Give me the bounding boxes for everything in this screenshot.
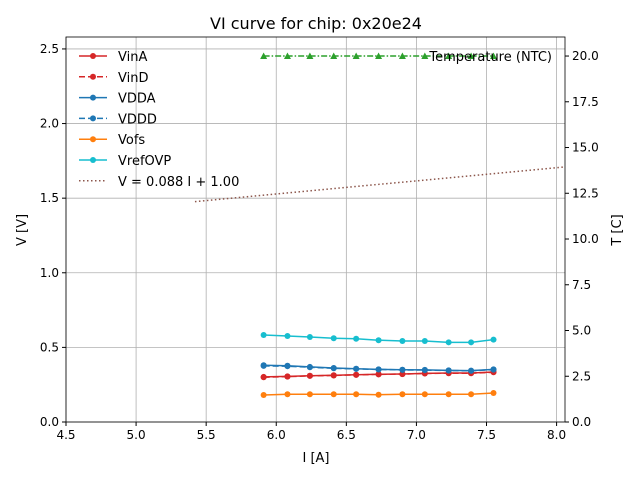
data-point-VinD xyxy=(353,371,360,378)
x-tick-label: 4.5 xyxy=(56,428,75,442)
data-point-VinD xyxy=(260,374,267,381)
data-point-VDDD xyxy=(353,365,360,372)
data-point-Vofs xyxy=(399,391,406,398)
y-axis-label: V [V] xyxy=(15,214,30,246)
temperature-point xyxy=(421,52,429,60)
x-tick-label: 6.5 xyxy=(337,428,356,442)
y2-tick-label: 0.0 xyxy=(572,415,591,429)
y-tick-label: 0.5 xyxy=(40,340,59,354)
data-point-Vofs xyxy=(490,390,497,397)
data-point-VrefOVP xyxy=(375,337,382,344)
data-point-VDDD xyxy=(306,364,313,371)
temperature-point xyxy=(352,52,360,60)
temperature-point xyxy=(467,52,475,60)
legend-marker-VrefOVP xyxy=(90,157,96,163)
temperature-legend-label: Temperature (NTC) xyxy=(428,50,552,65)
temperature-point xyxy=(445,52,453,60)
data-point-VrefOVP xyxy=(330,335,337,342)
temperature-point xyxy=(306,52,314,60)
y2-tick-label: 7.5 xyxy=(572,278,591,292)
x-tick-label: 7.0 xyxy=(407,428,426,442)
legend-marker-VinA xyxy=(90,53,96,59)
data-point-VDDD xyxy=(490,366,497,373)
legend-marker-Vofs xyxy=(90,136,96,143)
y-tick-label: 2.5 xyxy=(40,42,59,56)
data-point-Vofs xyxy=(353,391,360,398)
x-tick-label: 6.0 xyxy=(267,428,286,442)
y-tick-label: 0.0 xyxy=(40,415,59,429)
y2-axis-label: T [C] xyxy=(610,214,625,246)
y2-tick-label: 5.0 xyxy=(572,324,591,338)
data-point-VinD xyxy=(306,372,313,379)
data-point-VrefOVP xyxy=(399,337,406,344)
y2-tick-label: 17.5 xyxy=(572,95,599,109)
x-tick-label: 7.5 xyxy=(477,428,496,442)
y2-tick-label: 2.5 xyxy=(572,369,591,383)
legend-label-VinD: VinD xyxy=(118,71,148,86)
y2-tick-label: 15.0 xyxy=(572,141,599,155)
data-point-VDDD xyxy=(260,362,267,369)
data-point-VrefOVP xyxy=(284,333,291,340)
data-point-VDDD xyxy=(421,367,428,374)
y-tick-label: 1.5 xyxy=(40,191,59,205)
data-point-VrefOVP xyxy=(490,336,497,343)
y2-tick-label: 12.5 xyxy=(572,186,599,200)
temperature-point xyxy=(398,52,406,60)
data-point-VDDD xyxy=(375,366,382,373)
y-tick-label: 2.0 xyxy=(40,117,59,131)
x-tick-label: 8.0 xyxy=(547,428,566,442)
data-point-VrefOVP xyxy=(468,339,475,346)
data-point-Vofs xyxy=(468,391,475,398)
series-line-VDDD xyxy=(263,365,494,372)
y2-tick-label: 10.0 xyxy=(572,232,599,246)
data-point-VDDD xyxy=(445,367,452,374)
legend-label-VrefOVP: VrefOVP xyxy=(118,154,171,169)
x-tick-label: 5.5 xyxy=(197,428,216,442)
data-point-VDDD xyxy=(284,363,291,370)
series-line-VinD xyxy=(263,371,494,378)
legend-marker-VinD xyxy=(90,73,96,80)
temperature-point xyxy=(283,52,291,60)
y2-tick-label: 20.0 xyxy=(572,49,599,63)
data-point-VDDD xyxy=(468,367,475,374)
legend-label-VDDA: VDDA xyxy=(118,92,156,107)
data-point-VrefOVP xyxy=(445,339,452,346)
data-point-VinD xyxy=(399,371,406,378)
x-tick-label: 5.0 xyxy=(127,428,146,442)
data-point-VDDD xyxy=(399,366,406,373)
legend-marker-VDDD xyxy=(90,115,96,122)
data-point-VinD xyxy=(330,372,337,379)
legend: VinA VinD VDDA VDDD Vofs VrefOVP V = 0.088 I +… xyxy=(79,50,239,190)
data-point-Vofs xyxy=(330,391,337,398)
data-point-Vofs xyxy=(284,391,291,398)
data-point-Vofs xyxy=(421,391,428,398)
temperature-point xyxy=(375,52,383,60)
data-point-VrefOVP xyxy=(260,332,267,339)
x-axis-label: I [A] xyxy=(302,451,329,466)
data-point-VrefOVP xyxy=(421,337,428,344)
fit-line xyxy=(194,166,566,203)
legend-label-VinA: VinA xyxy=(118,50,147,65)
data-point-VrefOVP xyxy=(353,335,360,342)
temperature-point xyxy=(490,52,498,60)
data-point-Vofs xyxy=(260,391,267,398)
data-point-VinD xyxy=(375,371,382,378)
data-point-VinD xyxy=(284,373,291,380)
data-point-Vofs xyxy=(445,391,452,398)
y-tick-label: 1.0 xyxy=(40,266,59,280)
legend-label-Vofs: Vofs xyxy=(118,133,145,148)
legend-label-VDDD: VDDD xyxy=(118,112,157,127)
data-point-VDDD xyxy=(330,365,337,372)
data-point-Vofs xyxy=(306,391,313,398)
legend-label-fit: V = 0.088 I + 1.00 xyxy=(118,175,239,190)
plot-frame xyxy=(65,36,566,423)
legend-marker-VDDA xyxy=(90,94,96,101)
data-point-Vofs xyxy=(375,391,382,398)
data-point-VrefOVP xyxy=(306,333,313,340)
temperature-point xyxy=(260,52,268,60)
chart-title: VI curve for chip: 0x20e24 xyxy=(210,14,422,33)
temperature-point xyxy=(330,52,338,60)
